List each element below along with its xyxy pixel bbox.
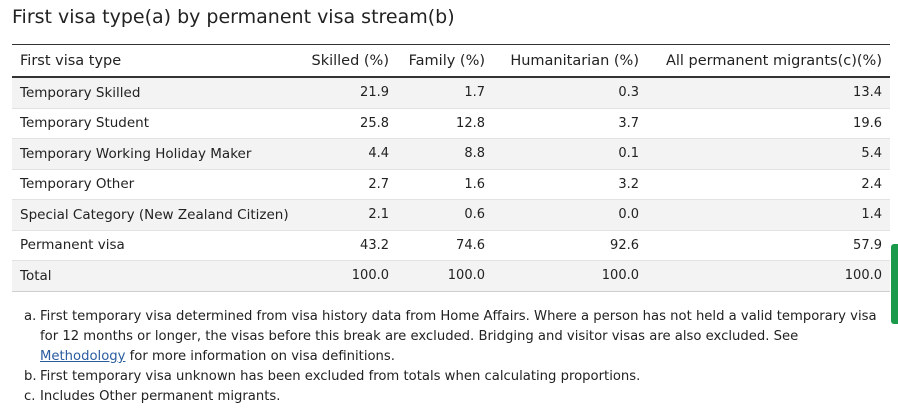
scroll-indicator[interactable] [891, 244, 898, 324]
footnote-b: b. First temporary visa unknown has been… [24, 367, 884, 387]
row-label: Permanent visa [12, 230, 297, 261]
cell-skilled: 4.4 [297, 138, 397, 170]
cell-all-permanent: 1.4 [647, 199, 890, 231]
cell-humanitarian: 92.6 [493, 230, 647, 261]
table-row: Temporary Other 2.7 1.6 3.2 2.4 [12, 169, 890, 200]
row-label: Temporary Student [12, 108, 297, 139]
column-header-humanitarian: Humanitarian (%) [493, 44, 647, 78]
row-label: Temporary Other [12, 169, 297, 200]
cell-family: 1.6 [397, 169, 493, 200]
cell-family: 12.8 [397, 108, 493, 139]
cell-family: 74.6 [397, 230, 493, 261]
cell-family: 1.7 [397, 77, 493, 109]
table-row: Temporary Student 25.8 12.8 3.7 19.6 [12, 108, 890, 139]
footnote-marker: a. [24, 309, 37, 324]
cell-family: 8.8 [397, 138, 493, 170]
cell-all-permanent: 13.4 [647, 77, 890, 109]
cell-all-permanent: 2.4 [647, 169, 890, 200]
cell-humanitarian: 0.1 [493, 138, 647, 170]
cell-humanitarian: 3.7 [493, 108, 647, 139]
row-label: Special Category (New Zealand Citizen) [12, 199, 297, 231]
table-row: Temporary Working Holiday Maker 4.4 8.8 … [12, 138, 890, 170]
cell-humanitarian: 0.0 [493, 199, 647, 231]
cell-all-permanent: 5.4 [647, 138, 890, 170]
cell-humanitarian: 3.2 [493, 169, 647, 200]
cell-all-permanent: 19.6 [647, 108, 890, 139]
column-header-family: Family (%) [397, 44, 493, 78]
cell-skilled: 100.0 [297, 260, 397, 292]
row-label: Temporary Skilled [12, 77, 297, 109]
footnote-text: First temporary visa unknown has been ex… [40, 369, 641, 384]
table-row: Special Category (New Zealand Citizen) 2… [12, 199, 890, 231]
cell-all-permanent: 57.9 [647, 230, 890, 261]
footnote-marker: c. [24, 389, 36, 404]
footnote-text: Includes Other permanent migrants. [40, 389, 281, 404]
cell-skilled: 25.8 [297, 108, 397, 139]
row-label: Temporary Working Holiday Maker [12, 138, 297, 170]
table-title: First visa type(a) by permanent visa str… [12, 6, 455, 28]
footnote-a: a. First temporary visa determined from … [24, 307, 884, 367]
cell-humanitarian: 100.0 [493, 260, 647, 292]
table-row: Temporary Skilled 21.9 1.7 0.3 13.4 [12, 77, 890, 109]
column-header-skilled: Skilled (%) [297, 44, 397, 78]
visa-stream-table: First visa type Skilled (%) Family (%) H… [12, 44, 890, 292]
cell-skilled: 2.7 [297, 169, 397, 200]
cell-family: 100.0 [397, 260, 493, 292]
column-header-first-visa-type: First visa type [12, 44, 297, 78]
cell-skilled: 2.1 [297, 199, 397, 231]
data-table-container: First visa type Skilled (%) Family (%) H… [12, 44, 890, 292]
cell-all-permanent: 100.0 [647, 260, 890, 292]
cell-skilled: 21.9 [297, 77, 397, 109]
table-row-total: Total 100.0 100.0 100.0 100.0 [12, 260, 890, 292]
footnote-text: for more information on visa definitions… [125, 349, 395, 364]
footnote-marker: b. [24, 369, 37, 384]
footnote-c: c. Includes Other permanent migrants. [24, 387, 884, 407]
cell-humanitarian: 0.3 [493, 77, 647, 109]
column-header-all-permanent: All permanent migrants(c)(%) [647, 44, 890, 78]
footnote-text: First temporary visa determined from vis… [40, 309, 877, 344]
row-label: Total [12, 260, 297, 292]
cell-skilled: 43.2 [297, 230, 397, 261]
table-row: Permanent visa 43.2 74.6 92.6 57.9 [12, 230, 890, 261]
table-header-row: First visa type Skilled (%) Family (%) H… [12, 44, 890, 78]
table-footnotes: a. First temporary visa determined from … [24, 307, 884, 407]
methodology-link[interactable]: Methodology [40, 349, 126, 364]
cell-family: 0.6 [397, 199, 493, 231]
